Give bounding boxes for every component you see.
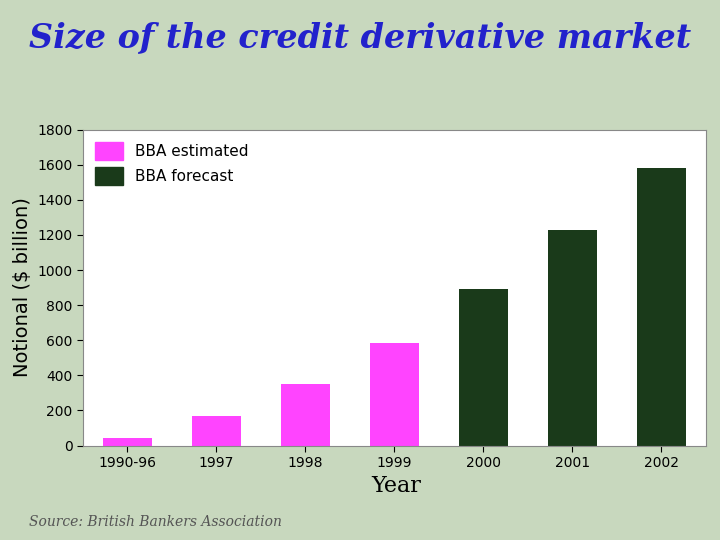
Text: Year: Year	[371, 475, 421, 497]
Bar	[192, 416, 240, 446]
Bar	[459, 289, 508, 446]
Bar	[281, 384, 330, 446]
Legend: BBA estimated, BBA forecast: BBA estimated, BBA forecast	[91, 137, 253, 190]
Text: Size of the credit derivative market: Size of the credit derivative market	[29, 22, 691, 55]
Bar	[548, 230, 597, 446]
Bar	[636, 168, 685, 445]
Y-axis label: Notional ($ billion): Notional ($ billion)	[12, 198, 32, 377]
Text: Source: British Bankers Association: Source: British Bankers Association	[29, 515, 282, 529]
Bar	[370, 343, 418, 445]
Bar	[103, 438, 152, 445]
